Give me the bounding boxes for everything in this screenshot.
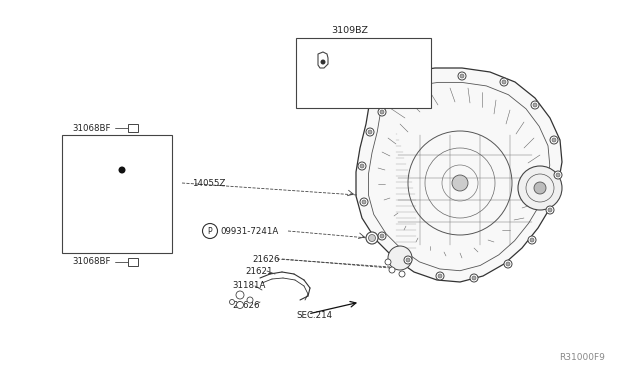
Circle shape (369, 234, 376, 241)
Circle shape (472, 276, 476, 280)
Circle shape (470, 274, 478, 282)
Bar (62, 135, 172, 253)
Circle shape (360, 164, 364, 168)
Circle shape (230, 299, 234, 305)
Circle shape (556, 173, 560, 177)
Circle shape (528, 236, 536, 244)
Circle shape (247, 297, 253, 303)
Circle shape (406, 258, 410, 262)
Circle shape (552, 138, 556, 142)
Bar (128, 258, 138, 266)
Circle shape (388, 246, 412, 270)
Text: 31068BE: 31068BE (72, 176, 111, 185)
Text: R31000F9: R31000F9 (559, 353, 605, 362)
Circle shape (418, 80, 422, 84)
Circle shape (389, 267, 395, 273)
Circle shape (416, 78, 424, 86)
Circle shape (358, 162, 366, 170)
Circle shape (460, 74, 464, 78)
Text: 21621: 21621 (245, 266, 273, 276)
Text: 31068BF: 31068BF (72, 257, 111, 266)
Circle shape (362, 200, 366, 204)
Circle shape (504, 260, 512, 268)
Text: SEC.214: SEC.214 (296, 311, 332, 321)
Circle shape (236, 291, 244, 299)
Circle shape (533, 103, 537, 107)
Text: 21626: 21626 (232, 301, 259, 310)
Circle shape (368, 130, 372, 134)
Circle shape (380, 234, 384, 238)
Circle shape (438, 274, 442, 278)
Text: 09931-7241A: 09931-7241A (220, 227, 278, 235)
Circle shape (385, 259, 391, 265)
Circle shape (546, 206, 554, 214)
Bar (296, 38, 431, 108)
Circle shape (378, 108, 386, 116)
Circle shape (321, 60, 326, 64)
Circle shape (500, 78, 508, 86)
Circle shape (399, 271, 405, 277)
Circle shape (380, 110, 384, 114)
Circle shape (502, 80, 506, 84)
Circle shape (237, 301, 243, 308)
Text: 31068BF: 31068BF (72, 124, 111, 132)
Circle shape (360, 198, 368, 206)
Circle shape (366, 128, 374, 136)
Text: P: P (208, 227, 212, 235)
Circle shape (452, 175, 468, 191)
Circle shape (531, 101, 539, 109)
Text: 3109BZ: 3109BZ (332, 26, 369, 35)
Bar (128, 124, 138, 132)
Circle shape (518, 166, 562, 210)
Text: 21626: 21626 (252, 254, 280, 263)
Circle shape (436, 272, 444, 280)
Circle shape (458, 72, 466, 80)
Circle shape (554, 171, 562, 179)
Circle shape (366, 232, 378, 244)
Text: 14055Z: 14055Z (192, 179, 225, 187)
Circle shape (550, 136, 558, 144)
Circle shape (378, 232, 386, 240)
Circle shape (404, 256, 412, 264)
Circle shape (506, 262, 510, 266)
Text: 31181A: 31181A (232, 282, 266, 291)
Circle shape (548, 208, 552, 212)
Circle shape (534, 182, 546, 194)
Polygon shape (356, 68, 562, 282)
Text: 31182E: 31182E (358, 52, 391, 61)
Circle shape (530, 238, 534, 242)
Circle shape (118, 167, 125, 173)
